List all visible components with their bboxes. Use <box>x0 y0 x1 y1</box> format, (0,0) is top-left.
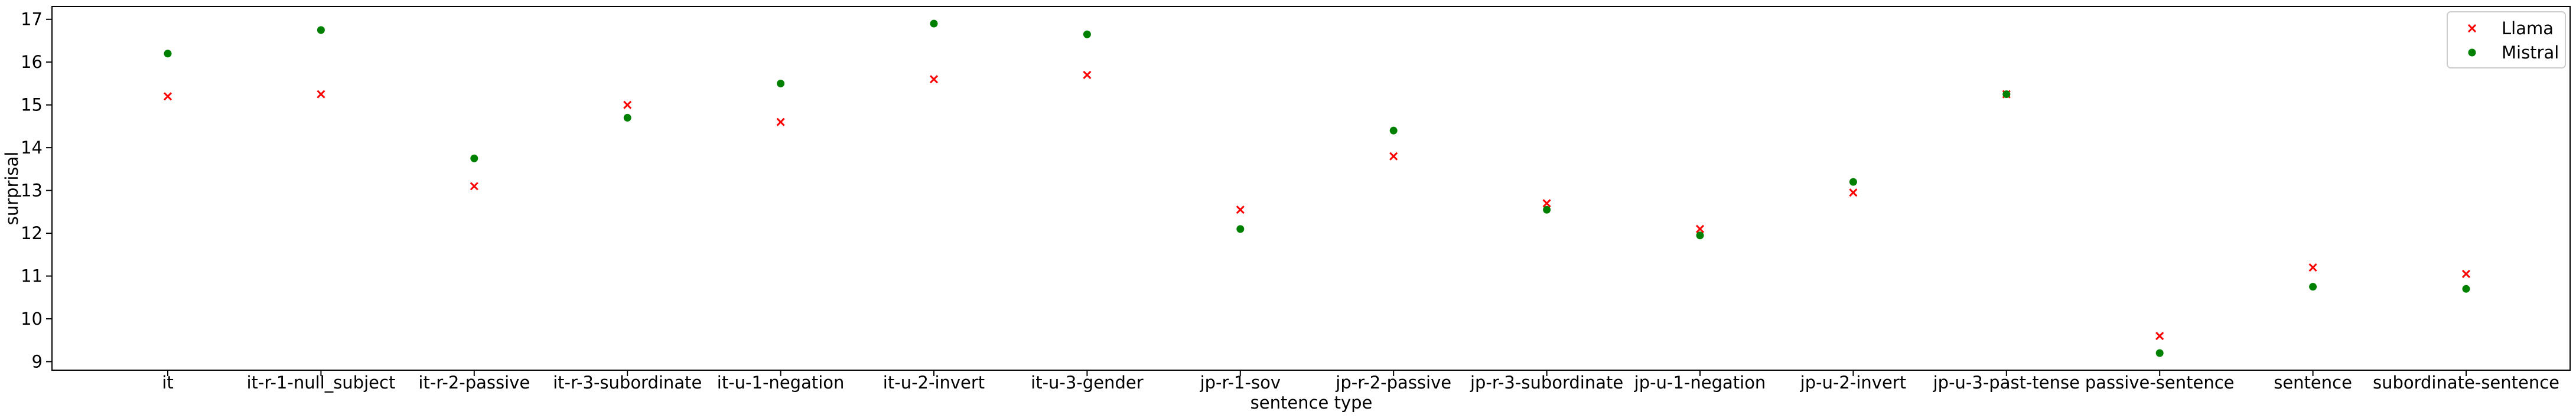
mistral-point <box>1543 205 1551 214</box>
x-marker-stroke <box>163 92 172 101</box>
x-tick-label: it-r-1-null_subject <box>246 373 395 393</box>
llama-point <box>1695 224 1705 233</box>
x-tick-label: subordinate-sentence <box>2373 373 2559 393</box>
x-tick-label: it-u-1-negation <box>717 373 845 393</box>
mistral-point <box>1849 178 1857 186</box>
x-tick-label: jp-u-2-invert <box>1800 373 1906 393</box>
x-marker-stroke <box>1389 152 1398 161</box>
data-marks <box>163 19 2471 357</box>
legend-marker-mistral <box>2468 48 2476 57</box>
llama-point <box>317 90 325 99</box>
mistral-point <box>2155 349 2164 357</box>
legend-label-llama: Llama <box>2502 18 2554 38</box>
x-marker-stroke <box>317 90 325 99</box>
x-tick-label: sentence <box>2274 373 2352 393</box>
x-tick-label: it-u-2-invert <box>883 373 985 393</box>
mistral-point <box>164 50 172 58</box>
x-tick-label: jp-r-1-sov <box>1200 373 1281 393</box>
x-axis-label: sentence type <box>1250 393 1373 413</box>
llama-point <box>163 92 172 101</box>
plot-frame <box>51 6 2571 371</box>
x-marker-stroke <box>1083 70 1092 80</box>
x-marker-stroke <box>2308 263 2317 272</box>
y-tick-label: 10 <box>21 309 43 329</box>
legend: Llama Mistral <box>2447 11 2566 68</box>
x-marker-stroke <box>1542 199 1551 208</box>
llama-point <box>1542 199 1551 208</box>
mistral-point <box>1236 225 1245 233</box>
y-tick-label: 11 <box>21 266 43 286</box>
x-tick-label: it-r-3-subordinate <box>553 373 702 393</box>
y-tick-label: 17 <box>21 9 43 30</box>
llama-point <box>776 117 785 126</box>
x-tick-label: it <box>162 373 173 393</box>
y-tick-label: 13 <box>21 181 43 201</box>
x-tick-label: jp-r-2-passive <box>1335 373 1451 393</box>
x-tick-label: it-u-3-gender <box>1031 373 1144 393</box>
mistral-point <box>2309 283 2317 291</box>
y-tick-label: 14 <box>21 138 43 158</box>
y-tick-label: 12 <box>21 223 43 243</box>
x-marker-stroke <box>1695 224 1705 233</box>
x-marker-stroke <box>929 75 939 84</box>
mistral-point <box>2002 90 2011 99</box>
y-tick-label: 16 <box>21 52 43 72</box>
mistral-point <box>1389 126 1398 135</box>
llama-point <box>623 100 632 109</box>
llama-point <box>929 75 939 84</box>
mistral-point <box>777 79 785 87</box>
llama-point <box>2308 263 2317 272</box>
x-tick-label: it-r-2-passive <box>418 373 530 393</box>
llama-point <box>1849 188 1858 197</box>
x-marker-stroke <box>470 182 478 191</box>
mistral-point <box>1696 231 1704 240</box>
x-tick-label: jp-r-3-subordinate <box>1470 373 1623 393</box>
legend-label-mistral: Mistral <box>2502 43 2559 63</box>
x-marker-stroke <box>1849 188 1858 197</box>
x-tick-label: passive-sentence <box>2085 373 2235 393</box>
llama-point <box>2155 331 2164 341</box>
llama-point <box>1389 152 1398 161</box>
mistral-point <box>317 26 325 34</box>
mistral-point <box>930 19 938 28</box>
x-marker-stroke <box>2155 331 2164 341</box>
x-tick-label: jp-u-3-past-tense <box>1933 373 2080 393</box>
llama-point <box>470 182 478 191</box>
mistral-point <box>1083 30 1091 38</box>
x-marker-stroke <box>776 117 785 126</box>
x-marker-stroke <box>2467 24 2477 33</box>
llama-point <box>1236 205 1245 214</box>
y-axis: 9 10 11 12 13 14 15 16 17 <box>21 9 52 372</box>
y-tick-label: 9 <box>32 352 43 372</box>
legend-marker-llama <box>2467 24 2477 33</box>
x-tick-label: jp-u-1-negation <box>1634 373 1766 393</box>
y-tick-label: 15 <box>21 95 43 115</box>
x-marker-stroke <box>623 100 632 109</box>
mistral-point <box>2462 285 2470 293</box>
x-marker-stroke <box>2461 269 2471 279</box>
mistral-point <box>623 113 631 122</box>
llama-point <box>1083 70 1092 80</box>
llama-point <box>2461 269 2471 279</box>
legend-box <box>2447 11 2566 68</box>
mistral-point <box>470 154 478 162</box>
x-marker-stroke <box>1236 205 1245 214</box>
x-axis: it it-r-1-null_subject it-r-2-passive it-r-… <box>162 370 2559 393</box>
y-axis-label: surprisal <box>2 152 22 226</box>
